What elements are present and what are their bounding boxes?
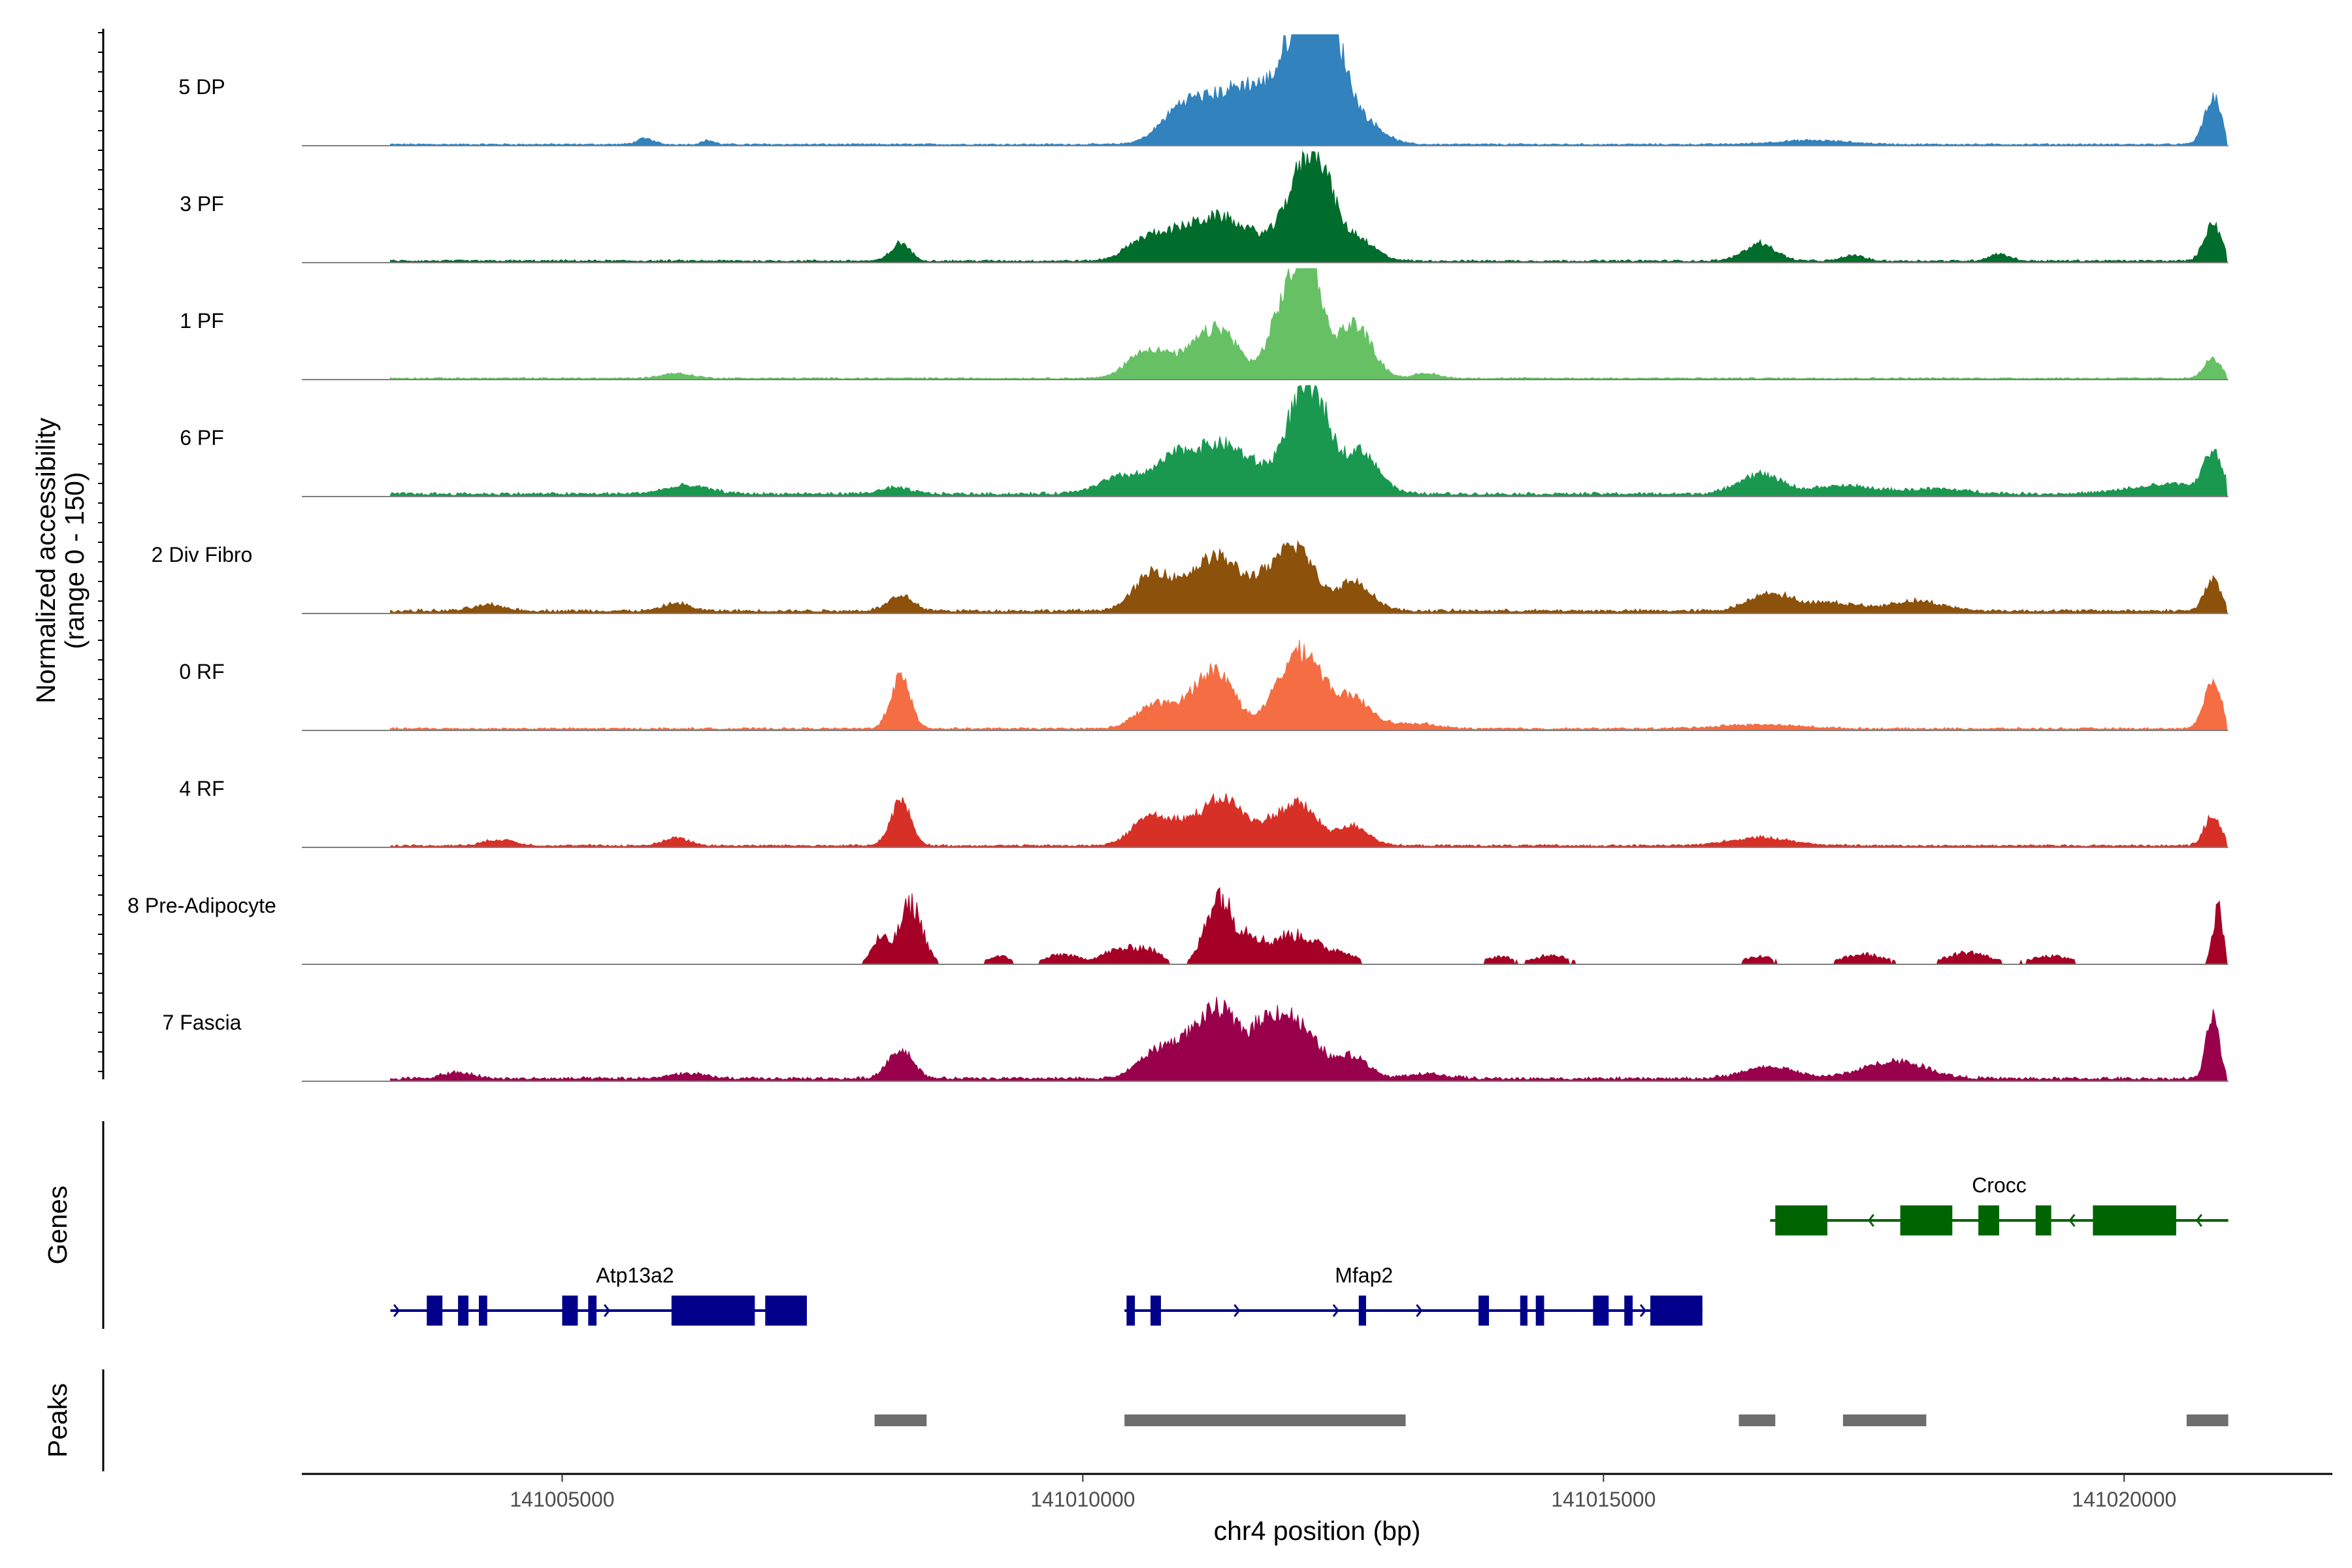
track-4-rf: 4 RF bbox=[179, 777, 2229, 848]
y-axis-range: (range 0 - 150) bbox=[59, 472, 90, 649]
gene-exon bbox=[1624, 1296, 1633, 1326]
gene-exon bbox=[458, 1296, 469, 1326]
track-label: 1 PF bbox=[180, 309, 224, 333]
strand-arrow bbox=[1639, 1304, 1646, 1317]
x-axis-ticks: 141005000 141010000 141015000 141020000 bbox=[510, 1474, 2176, 1511]
gene-exon bbox=[1150, 1296, 1161, 1326]
x-axis-title: chr4 position (bp) bbox=[1214, 1516, 1421, 1546]
coverage-area bbox=[390, 150, 2229, 263]
coverage-area bbox=[390, 996, 2229, 1082]
gene-crocc: Crocc bbox=[1770, 1173, 2229, 1235]
track-2-div-fibro: 2 Div Fibro bbox=[152, 540, 2229, 614]
gene-exon bbox=[1650, 1296, 1703, 1326]
gene-exon bbox=[1520, 1296, 1527, 1326]
track-label: 4 RF bbox=[179, 777, 224, 800]
strand-arrow bbox=[604, 1304, 611, 1317]
track-7-fascia: 7 Fascia bbox=[163, 996, 2229, 1082]
gene-exon bbox=[2035, 1205, 2051, 1235]
track-1-pf: 1 PF bbox=[180, 268, 2229, 380]
strand-arrow bbox=[1867, 1214, 1874, 1227]
strand-arrow bbox=[1233, 1304, 1241, 1317]
y-axis-title: Normalized accessibility bbox=[31, 417, 61, 704]
gene-label: Crocc bbox=[1972, 1173, 2027, 1197]
gene-exon bbox=[1126, 1296, 1135, 1326]
gene-exon bbox=[1535, 1296, 1544, 1326]
gene-atp13a2: Atp13a2 bbox=[390, 1264, 808, 1326]
gene-exon bbox=[2093, 1205, 2176, 1235]
coverage-area bbox=[390, 887, 2229, 966]
gene-label: Mfap2 bbox=[1335, 1264, 1393, 1287]
coverage-tracks: 5 DP 3 PF 1 PF 6 PF 2 Div Fibro 0 RF 4 RF 8 Pre… bbox=[127, 34, 2229, 1082]
x-tick-label: 141015000 bbox=[1551, 1488, 1656, 1511]
peak-region bbox=[2186, 1414, 2229, 1426]
coverage-area bbox=[390, 792, 2229, 848]
peaks-panel bbox=[874, 1414, 2229, 1426]
track-label: 2 Div Fibro bbox=[152, 543, 253, 566]
track-label: 7 Fascia bbox=[163, 1011, 242, 1034]
x-tick-label: 141010000 bbox=[1030, 1488, 1135, 1511]
strand-arrow bbox=[2195, 1214, 2202, 1227]
strand-arrow bbox=[1416, 1304, 1423, 1317]
track-8-pre-adipocyte: 8 Pre-Adipocyte bbox=[127, 887, 2229, 966]
gene-annotation-panel: Atp13a2 Mfap2 Crocc bbox=[390, 1173, 2229, 1326]
coverage-y-minor-ticks bbox=[98, 32, 103, 1072]
peak-region bbox=[1124, 1414, 1406, 1426]
coverage-area bbox=[390, 268, 2229, 380]
x-tick-label: 141020000 bbox=[2072, 1488, 2176, 1511]
peaks-panel-title: Peaks bbox=[42, 1383, 73, 1458]
strand-arrow bbox=[1332, 1304, 1339, 1317]
track-6-pf: 6 PF bbox=[180, 385, 2229, 497]
coverage-area bbox=[390, 34, 2229, 146]
strand-arrow bbox=[2068, 1214, 2076, 1227]
peak-region bbox=[874, 1414, 927, 1426]
gene-mfap2: Mfap2 bbox=[1124, 1264, 1703, 1326]
gene-exon bbox=[588, 1296, 597, 1326]
track-label: 8 Pre-Adipocyte bbox=[127, 894, 276, 917]
track-5-dp: 5 DP bbox=[178, 34, 2229, 146]
coverage-area bbox=[390, 640, 2229, 731]
track-label: 3 PF bbox=[180, 192, 224, 216]
gene-exon bbox=[427, 1296, 443, 1326]
gene-exon bbox=[1593, 1296, 1609, 1326]
gene-exon bbox=[1358, 1296, 1366, 1326]
track-0-rf: 0 RF bbox=[179, 640, 2229, 731]
track-label: 0 RF bbox=[179, 660, 224, 683]
genes-panel-title: Genes bbox=[42, 1186, 73, 1265]
track-label: 5 DP bbox=[178, 75, 225, 99]
peak-region bbox=[1842, 1414, 1927, 1426]
strand-arrow bbox=[1127, 1304, 1134, 1317]
gene-exon bbox=[1775, 1205, 1827, 1235]
gene-exon bbox=[1900, 1205, 1953, 1235]
gene-label: Atp13a2 bbox=[596, 1264, 674, 1287]
gene-exon bbox=[478, 1296, 487, 1326]
x-tick-label: 141005000 bbox=[510, 1488, 614, 1511]
track-3-pf: 3 PF bbox=[180, 150, 2229, 263]
gene-exon bbox=[562, 1296, 578, 1326]
coverage-area bbox=[390, 540, 2229, 614]
gene-exon bbox=[765, 1296, 808, 1326]
peak-region bbox=[1739, 1414, 1776, 1426]
gene-exon bbox=[1978, 1205, 1999, 1235]
track-label: 6 PF bbox=[180, 426, 224, 449]
gene-exon bbox=[1478, 1296, 1489, 1326]
gene-exon bbox=[671, 1296, 755, 1326]
coverage-area bbox=[390, 385, 2229, 497]
strand-arrow bbox=[393, 1304, 400, 1317]
